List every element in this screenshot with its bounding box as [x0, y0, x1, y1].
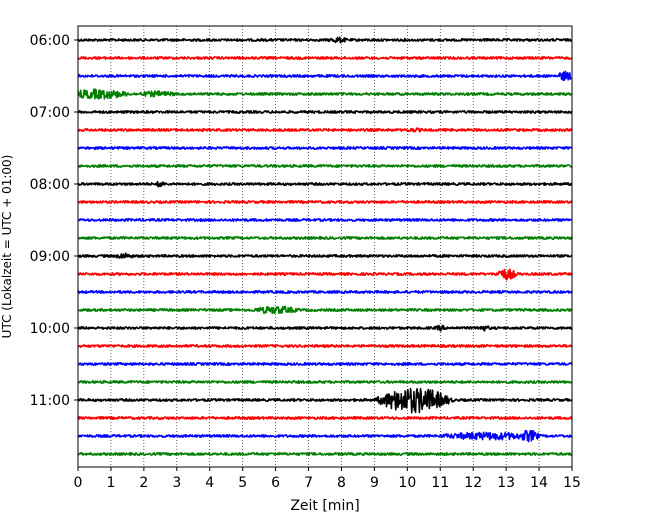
x-tick-label-13: 13 — [497, 475, 515, 491]
trace-1130 — [77, 429, 573, 443]
trace-1145 — [77, 452, 573, 456]
trace-1030 — [77, 362, 573, 366]
x-tick-label-8: 8 — [337, 475, 346, 491]
x-tick-label-15: 15 — [563, 475, 581, 491]
trace-1015 — [77, 344, 573, 348]
x-axis-ticks: 0 1 2 3 4 5 6 7 8 9 10 11 12 13 14 15 — [74, 467, 581, 491]
x-tick-label-1: 1 — [106, 475, 115, 491]
trace-1100 — [77, 387, 573, 414]
trace-0915 — [77, 268, 573, 281]
x-axis-title: Zeit [min] — [290, 498, 359, 514]
y-tick-label-0800: 08:00 — [30, 177, 70, 193]
y-tick-label-0600: 06:00 — [30, 33, 70, 49]
trace-0845 — [77, 236, 573, 240]
trace-0800 — [77, 180, 573, 188]
trace-1000 — [77, 324, 573, 332]
trace-1045 — [77, 380, 573, 384]
x-tick-label-0: 0 — [74, 475, 83, 491]
trace-0830 — [77, 218, 573, 222]
trace-0745 — [77, 164, 573, 168]
trace-0700 — [77, 110, 573, 114]
trace-0930 — [77, 290, 573, 294]
plot-frame — [77, 25, 573, 468]
y-axis-ticks: 06:00 07:00 08:00 09:00 10:00 11:00 — [30, 33, 78, 409]
y-tick-label-0700: 07:00 — [30, 105, 70, 121]
trace-0815 — [77, 200, 573, 204]
y-axis-title: UTC (Lokalzeit = UTC + 01:00) — [0, 155, 14, 339]
x-tick-label-7: 7 — [304, 475, 313, 491]
x-tick-label-2: 2 — [139, 475, 148, 491]
trace-0630 — [77, 70, 573, 82]
trace-0900 — [77, 252, 573, 259]
x-tick-label-14: 14 — [530, 475, 548, 491]
trace-0730 — [77, 146, 573, 150]
x-tick-label-3: 3 — [172, 475, 181, 491]
x-tick-label-12: 12 — [464, 475, 482, 491]
x-tick-label-5: 5 — [238, 475, 247, 491]
trace-0600 — [77, 36, 573, 44]
seismic-traces — [77, 36, 573, 456]
trace-0715 — [77, 127, 573, 133]
trace-1115 — [77, 416, 573, 420]
y-tick-label-1000: 10:00 — [30, 321, 70, 337]
trace-0615 — [77, 56, 573, 60]
x-tick-label-4: 4 — [205, 475, 214, 491]
x-tick-label-9: 9 — [370, 475, 379, 491]
x-tick-label-11: 11 — [431, 475, 449, 491]
trace-0945 — [77, 305, 573, 315]
x-tick-label-6: 6 — [271, 475, 280, 491]
trace-0645 — [77, 88, 573, 100]
y-tick-label-0900: 09:00 — [30, 249, 70, 265]
y-tick-label-1100: 11:00 — [30, 393, 70, 409]
x-tick-label-10: 10 — [398, 475, 416, 491]
